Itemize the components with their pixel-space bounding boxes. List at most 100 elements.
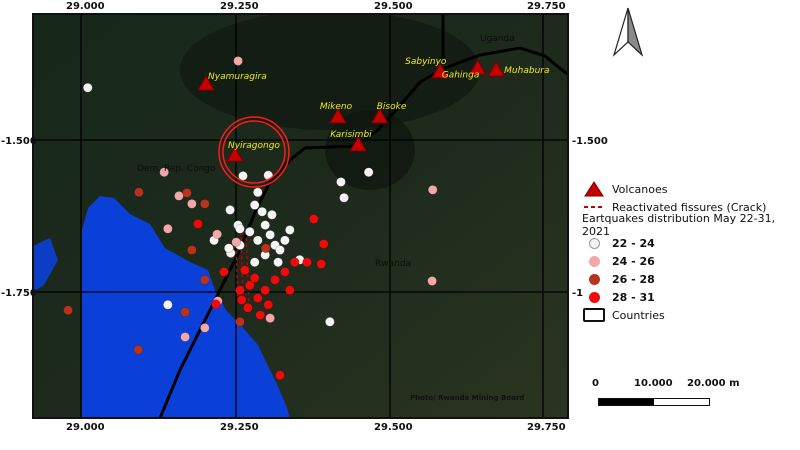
volcano-marker <box>431 62 449 79</box>
x-tick-top: 29.000 <box>66 1 105 12</box>
scale-bar: 0 10.000 20.000 m <box>592 378 740 406</box>
y-tick-right: -1.500 <box>572 136 608 147</box>
volcano-marker <box>329 107 347 124</box>
volcano-label: Nyiragongo <box>228 141 280 151</box>
earthquake-point <box>193 219 203 229</box>
scale-label: 0 <box>592 378 599 389</box>
earthquake-point <box>235 224 245 234</box>
legend-label: 28 - 31 <box>612 290 655 304</box>
y-tick-left: -1.500 <box>1 136 37 147</box>
earthquake-point <box>225 205 235 215</box>
legend-eq-class: 26 - 28 <box>582 270 800 288</box>
earthquake-point <box>219 267 229 277</box>
earthquake-point <box>339 193 349 203</box>
earthquake-point <box>260 220 270 230</box>
earthquake-point <box>182 188 192 198</box>
volcano-marker <box>370 107 389 124</box>
earthquake-point <box>187 199 197 209</box>
earthquake-point <box>280 235 290 246</box>
circle-icon <box>582 291 606 303</box>
earthquake-point <box>267 210 277 220</box>
earthquake-point <box>243 303 253 313</box>
map-frame[interactable]: Nyamuragira Nyiragongo Mikeno Bisoke Karisim… <box>33 10 568 418</box>
earthquake-point <box>253 187 263 198</box>
legend-label: Volcanoes <box>612 182 668 196</box>
earthquake-point <box>285 225 295 235</box>
volcano-marker <box>487 61 506 77</box>
earthquake-point <box>63 305 73 315</box>
earthquake-point <box>265 313 275 323</box>
north-arrow-icon <box>612 7 644 57</box>
earthquake-point <box>261 243 271 253</box>
legend-fissures: Reactivated fissures (Crack) <box>582 198 800 216</box>
earthquake-point <box>233 56 243 66</box>
earthquake-point <box>133 345 144 355</box>
volcano-label: Bisoke <box>377 102 407 112</box>
x-tick-bottom: 29.250 <box>220 422 259 433</box>
legend-label: Countries <box>612 308 665 322</box>
earthquake-point <box>273 257 283 267</box>
volcano-shade <box>325 110 415 190</box>
scale-label: 20.000 m <box>687 378 740 389</box>
volcano-marker <box>197 75 215 91</box>
earthquake-point <box>290 257 300 267</box>
earthquake-point <box>200 275 210 285</box>
earthquake-point <box>163 300 173 310</box>
volcano-label: Gahinga <box>442 70 480 80</box>
earthquake-point <box>200 323 210 333</box>
earthquake-point <box>336 177 346 187</box>
volcano-marker <box>349 135 368 152</box>
volcano-markers: Nyamuragira Nyiragongo Mikeno Bisoke Karisim… <box>197 57 550 162</box>
scale-label: 10.000 <box>634 378 673 389</box>
legend-eq-title: Eartquakes distribution May 22-31, 2021 <box>582 212 776 238</box>
map-legend: Volcanoes Reactivated fissures (Crack) E… <box>582 180 800 324</box>
graticule <box>33 14 568 418</box>
legend-label: 24 - 26 <box>612 254 655 268</box>
legend-volcanoes: Volcanoes <box>582 180 800 198</box>
y-tick-right: -1 <box>572 288 583 299</box>
legend-label: Reactivated fissures (Crack) <box>612 200 767 214</box>
x-tick-bottom: 29.750 <box>527 422 566 433</box>
earthquake-point <box>285 285 295 295</box>
dashed-line-icon <box>582 204 606 210</box>
volcano-label: Sabyinyo <box>405 57 447 67</box>
earthquake-point <box>280 267 290 277</box>
volcano-label: Mikeno <box>320 102 353 112</box>
earthquake-point <box>187 245 197 255</box>
circle-icon <box>582 273 606 285</box>
earthquake-point <box>325 317 335 327</box>
volcano-label: Nyamuragira <box>208 72 267 82</box>
volcano-marker <box>468 59 487 75</box>
x-tick-top: 29.500 <box>374 1 413 12</box>
earthquake-point <box>245 227 255 237</box>
earthquake-point <box>235 317 245 327</box>
earthquake-point <box>302 257 312 267</box>
volcano-label: Karisimbi <box>330 130 372 140</box>
volcano-label: Muhabura <box>504 66 549 76</box>
earthquake-point <box>253 235 263 246</box>
legend-eq-class: 22 - 24 <box>582 234 800 252</box>
earthquake-point <box>200 199 210 209</box>
earthquake-point <box>245 280 255 291</box>
earthquake-point <box>427 185 438 195</box>
nyiragongo-highlight <box>218 116 290 188</box>
earthquake-point <box>231 237 241 247</box>
earthquake-point <box>270 275 280 285</box>
earthquake-point <box>235 285 245 295</box>
earthquake-points <box>63 56 438 381</box>
earthquake-point <box>275 245 285 255</box>
earthquake-point <box>180 332 190 342</box>
x-tick-bottom: 29.500 <box>374 422 413 433</box>
volcano-triangle-icon <box>582 181 606 197</box>
earthquake-point <box>253 293 263 303</box>
lake-west-shore <box>33 238 58 292</box>
earthquake-point <box>174 191 184 201</box>
earthquake-point <box>211 299 221 309</box>
photo-credit: Photo/ Rwanda Mining Board <box>410 394 524 402</box>
earthquake-point <box>257 206 267 217</box>
legend-eq-class: 28 - 31 <box>582 288 800 306</box>
legend-countries: Countries <box>582 306 800 324</box>
earthquake-point <box>363 167 374 177</box>
earthquake-point <box>212 229 222 239</box>
earthquake-point <box>309 214 319 224</box>
